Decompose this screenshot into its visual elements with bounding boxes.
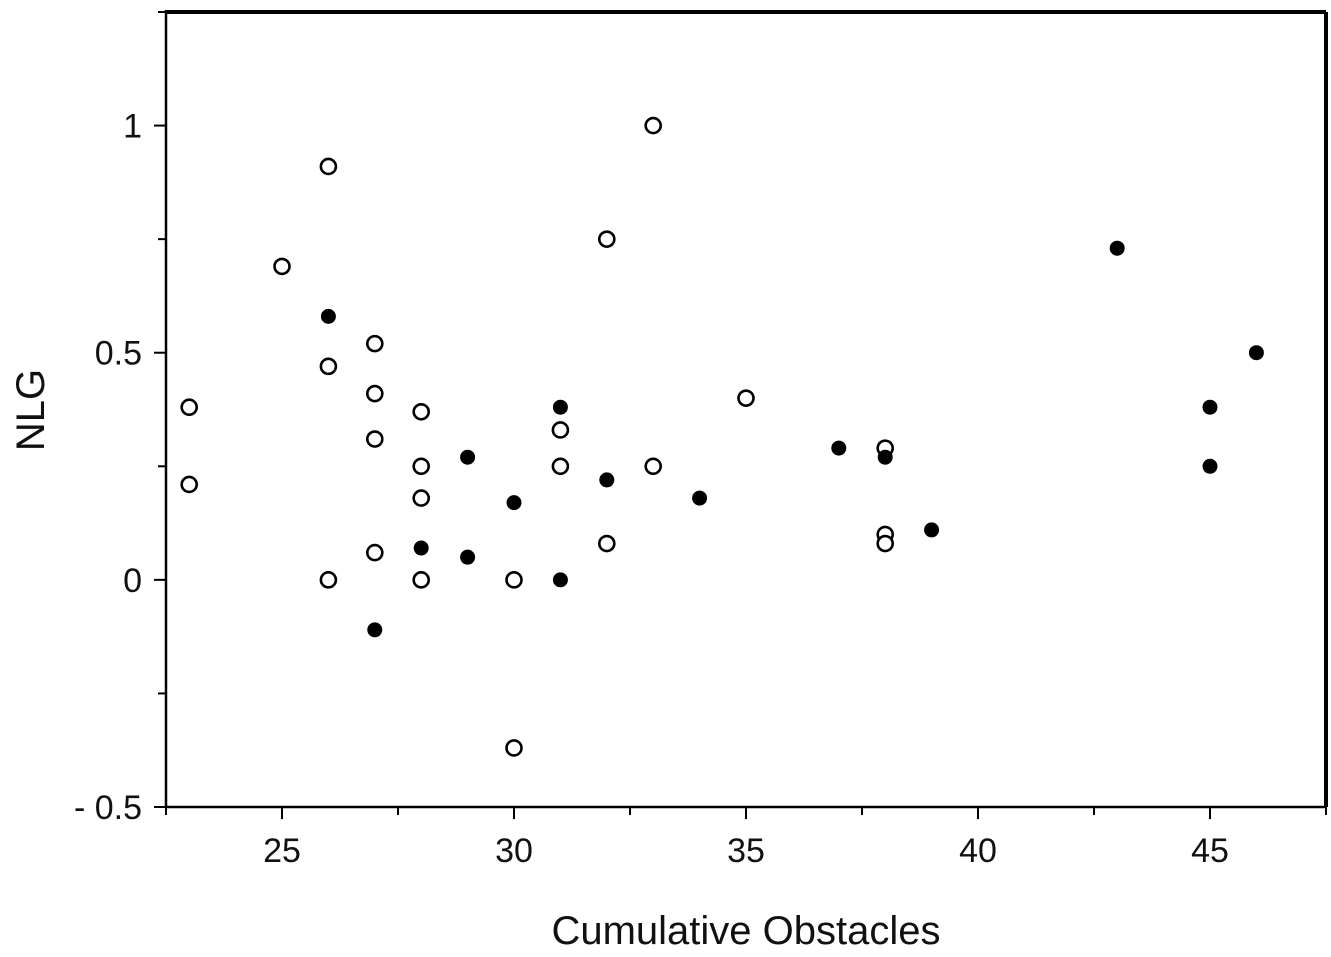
- filled-data-point: [1202, 458, 1218, 474]
- open-data-point: [412, 457, 431, 476]
- x-tick-label: 25: [263, 832, 301, 870]
- x-tick-label: 30: [495, 832, 533, 870]
- filled-data-point: [552, 399, 568, 415]
- filled-data-point: [367, 622, 383, 638]
- open-data-point: [180, 475, 198, 494]
- open-data-point: [365, 430, 384, 448]
- y-axis-title: NLG: [9, 369, 53, 451]
- open-data-point: [412, 571, 431, 589]
- y-tick-label: 0: [123, 562, 142, 600]
- open-data-point: [412, 402, 431, 421]
- filled-data-point: [1109, 240, 1125, 256]
- open-data-point: [365, 384, 384, 403]
- open-data-point: [412, 489, 431, 507]
- open-data-point: [505, 739, 523, 757]
- open-data-point: [365, 543, 384, 562]
- x-axis-title: Cumulative Obstacles: [551, 909, 940, 953]
- filled-data-point: [413, 540, 429, 556]
- filled-data-point: [552, 572, 568, 588]
- y-tick-label: 1: [123, 108, 142, 146]
- open-data-point: [180, 398, 198, 417]
- y-tick-label: - 0.5: [74, 789, 142, 827]
- y-tick-label: 0.5: [95, 335, 142, 373]
- open-data-point: [365, 334, 384, 353]
- open-data-point: [597, 534, 616, 553]
- filled-data-point: [831, 440, 847, 456]
- open-data-point: [273, 257, 291, 276]
- filled-data-point: [599, 472, 615, 488]
- filled-data-point: [1248, 345, 1264, 361]
- x-tick-label: 45: [1191, 832, 1229, 870]
- open-data-point: [644, 116, 663, 135]
- filled-data-point: [506, 495, 522, 511]
- x-axis: 25 30 35 40 45: [165, 807, 1327, 870]
- open-data-point: [319, 157, 338, 176]
- filled-data-point: [460, 449, 476, 465]
- filled-data-point: [924, 522, 940, 538]
- filled-data-point: [1202, 399, 1218, 415]
- open-data-point: [551, 457, 570, 476]
- open-data-point: [597, 230, 616, 248]
- plot-frame: [164, 10, 1328, 809]
- open-data-point: [737, 389, 755, 407]
- plot-background: [166, 12, 1326, 807]
- x-tick-label: 40: [959, 832, 997, 870]
- open-data-point: [551, 421, 570, 439]
- open-data-point: [876, 534, 895, 553]
- open-data-point: [644, 457, 663, 476]
- data-points: [180, 116, 1264, 757]
- open-data-point: [505, 571, 523, 589]
- y-axis: - 0.5 0 0.5 1: [74, 11, 166, 827]
- filled-data-point: [692, 490, 708, 506]
- filled-data-point: [877, 449, 893, 465]
- open-data-point: [319, 357, 338, 376]
- filled-data-point: [320, 308, 336, 324]
- open-data-point: [319, 571, 338, 589]
- filled-data-point: [460, 549, 476, 565]
- x-tick-label: 35: [727, 832, 765, 870]
